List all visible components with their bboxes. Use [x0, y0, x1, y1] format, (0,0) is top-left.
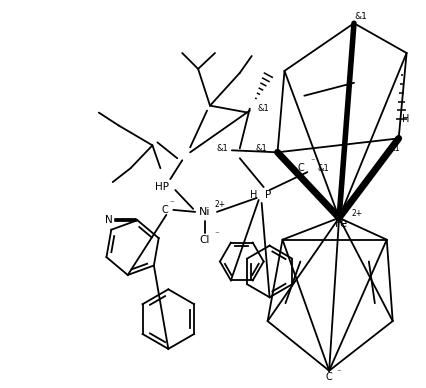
Text: P: P	[264, 190, 270, 200]
Text: 2+: 2+	[351, 210, 362, 218]
Text: ⁻: ⁻	[336, 368, 341, 377]
Text: &1: &1	[317, 164, 328, 173]
Text: &1: &1	[388, 144, 400, 153]
Text: H: H	[250, 190, 257, 200]
Text: ⁻: ⁻	[169, 199, 173, 208]
Text: N: N	[104, 215, 112, 225]
Text: ⁻: ⁻	[309, 158, 314, 167]
Text: Cl: Cl	[199, 235, 210, 245]
Text: C: C	[161, 205, 168, 215]
Text: &1: &1	[257, 104, 269, 113]
Text: ⁻: ⁻	[214, 230, 219, 239]
Text: &1: &1	[255, 144, 267, 153]
Text: 2+: 2+	[214, 201, 225, 210]
Text: C: C	[325, 372, 332, 382]
Text: H: H	[401, 114, 409, 123]
Text: &1: &1	[216, 144, 227, 153]
Text: &1: &1	[353, 12, 366, 21]
Text: Fe: Fe	[334, 217, 347, 230]
Text: Ni: Ni	[199, 207, 210, 217]
Text: HP: HP	[155, 182, 169, 192]
Text: C: C	[297, 163, 304, 173]
